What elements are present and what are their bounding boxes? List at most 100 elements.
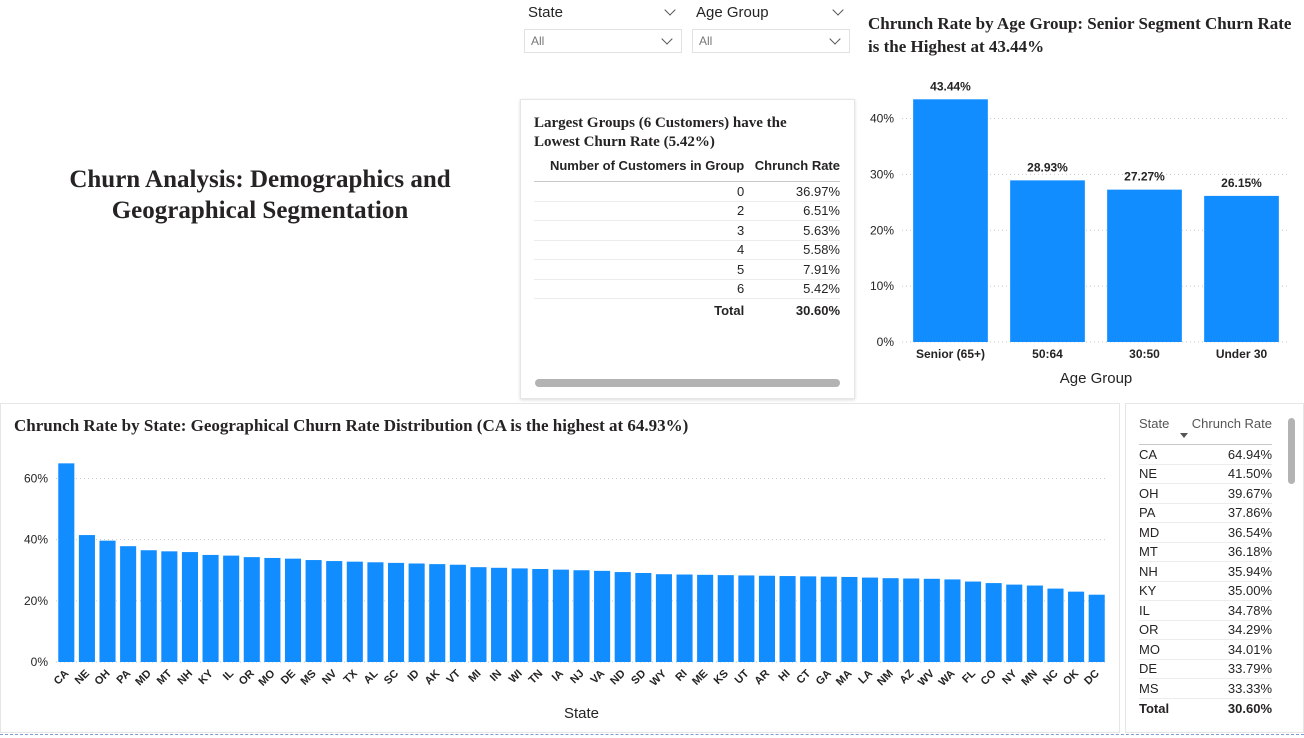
bar (913, 99, 988, 342)
horizontal-scrollbar[interactable] (535, 379, 840, 387)
table-cell: 36.18% (1175, 542, 1272, 562)
x-tick-label: DE (279, 668, 298, 687)
bar (243, 557, 260, 662)
bar (511, 568, 528, 662)
table-cell: 37.86% (1175, 503, 1272, 523)
page-divider (0, 734, 1304, 735)
x-tick-label: OH (92, 668, 112, 688)
x-tick-label: KS (712, 668, 731, 687)
age-group-slicer-label: Age Group (696, 3, 769, 21)
group-size-table-card: Largest Groups (6 Customers) have the Lo… (520, 99, 855, 399)
bar (882, 578, 899, 662)
table-cell: 35.00% (1175, 581, 1272, 601)
table-cell: 6.51% (744, 201, 840, 221)
bar (800, 576, 817, 662)
state-slicer-dropdown[interactable]: All (524, 29, 682, 53)
bar (841, 576, 858, 662)
chevron-down-icon[interactable] (664, 4, 676, 16)
table-cell: MO (1139, 639, 1176, 660)
sort-descending-icon (1179, 433, 1188, 438)
column-header[interactable]: Number of Customers in Group (534, 154, 745, 182)
bar (78, 535, 95, 662)
column-header[interactable]: Chrunch Rate (744, 154, 840, 182)
bar (346, 561, 363, 662)
table-cell: DE (1139, 659, 1176, 679)
bar (408, 563, 425, 662)
table-total-row: Total 30.60% (534, 298, 840, 318)
x-tick-label: KY (196, 667, 216, 687)
chevron-down-icon[interactable] (832, 4, 844, 16)
table-cell: CA (1139, 444, 1176, 465)
state-chart-title: Chrunch Rate by State: Geographical Chur… (14, 416, 689, 435)
age-group-slicer-dropdown[interactable]: All (692, 29, 850, 53)
x-tick-label: SC (382, 668, 401, 687)
bar (264, 557, 281, 662)
table-cell: 39.67% (1175, 483, 1272, 504)
x-tick-label: TX (342, 667, 361, 686)
x-tick-label: IA (550, 668, 566, 684)
bar (820, 576, 837, 662)
x-tick-label: NH (175, 668, 195, 688)
bar (635, 572, 652, 662)
x-tick-label: TN (527, 668, 546, 687)
table-cell: OR (1139, 620, 1176, 640)
group-table-title: Largest Groups (6 Customers) have the Lo… (534, 115, 787, 150)
table-row: OH 39.67% (1139, 483, 1272, 504)
chevron-down-icon (829, 33, 841, 45)
bar (1006, 584, 1023, 662)
table-cell: OH (1139, 483, 1176, 504)
bar (1107, 189, 1182, 342)
column-header[interactable]: State (1139, 416, 1176, 445)
bar (305, 560, 322, 662)
table-row: MS 33.33% (1139, 678, 1272, 699)
x-tick-label: ID (405, 668, 421, 684)
table-row: MD 36.54% (1139, 522, 1272, 543)
table-cell: IL (1139, 600, 1176, 621)
y-tick-label: 20% (870, 223, 894, 237)
age-group-slicer[interactable]: Age Group All (692, 0, 850, 53)
table-cell: 6 (534, 279, 745, 299)
bar (181, 552, 198, 662)
bar (470, 567, 487, 662)
table-cell: 5.63% (744, 220, 840, 241)
column-header-label: Chrunch Rate (1191, 416, 1272, 431)
vertical-scrollbar[interactable] (1288, 418, 1295, 484)
x-tick-label: AL (362, 667, 381, 686)
bar (758, 575, 776, 662)
table-cell: 5.42% (744, 279, 840, 299)
bar (965, 581, 982, 662)
bar (614, 572, 631, 662)
x-tick-label: NJ (568, 668, 586, 686)
age-group-chart-card: Chrunch Rate by Age Group: Senior Segmen… (860, 0, 1304, 400)
state-table-card: State Chrunch Rate CA 64.94% NE 41.50% OH 39.… (1125, 403, 1304, 733)
y-tick-label: 10% (870, 279, 894, 293)
table-cell: 2 (534, 201, 745, 221)
x-tick-label: IN (488, 668, 504, 684)
x-tick-label: AZ (897, 667, 916, 686)
table-row: NE 41.50% (1139, 464, 1272, 484)
state-slicer[interactable]: State All (524, 0, 682, 53)
table-cell: 36.97% (744, 181, 840, 202)
table-row: 0 36.97% (534, 181, 840, 202)
table-row: DE 33.79% (1139, 659, 1272, 679)
bar (140, 550, 157, 662)
x-tick-label: NC (1041, 668, 1061, 688)
bar (738, 575, 755, 662)
x-tick-label: VA (589, 668, 608, 687)
x-tick-label: GA (814, 668, 834, 688)
table-row: OR 34.29% (1139, 620, 1272, 640)
table-row: IL 34.78% (1139, 600, 1272, 621)
x-tick-label: MN (1019, 668, 1040, 689)
x-tick-label: IL (221, 667, 237, 683)
column-header-sorted[interactable]: Chrunch Rate (1175, 416, 1272, 445)
y-tick-label: 40% (870, 112, 894, 126)
bar (1088, 594, 1105, 662)
bar (429, 564, 446, 662)
data-label: 43.44% (930, 79, 971, 93)
bar (779, 576, 796, 662)
table-cell: 36.54% (1175, 522, 1272, 543)
table-row: MO 34.01% (1139, 639, 1272, 660)
x-tick-label: OR (237, 668, 257, 688)
table-cell: Total (534, 298, 745, 318)
table-cell: MT (1139, 542, 1176, 562)
